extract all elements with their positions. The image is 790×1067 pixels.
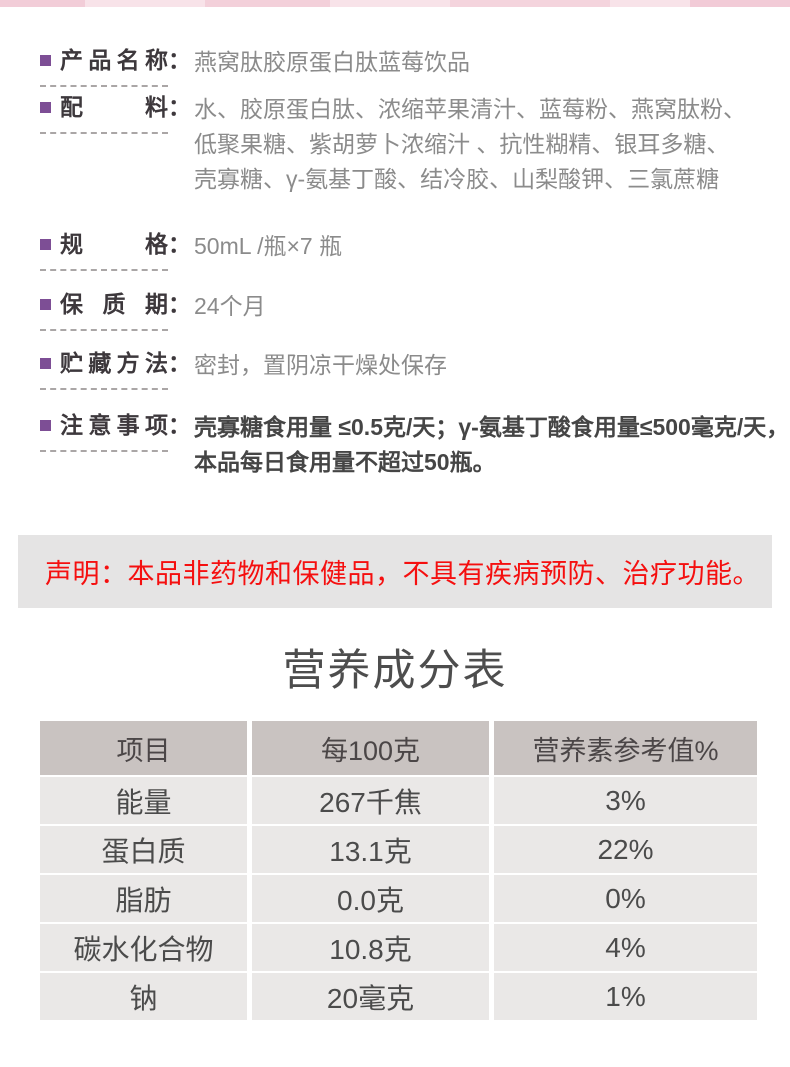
section-label: 注意事项 ：	[40, 410, 194, 452]
header-nrv: 营养素参考值%	[494, 721, 757, 775]
bullet-square-icon	[40, 55, 51, 66]
bullet-square-icon	[40, 358, 51, 369]
strip-segment	[0, 0, 85, 7]
cell-per100g: 13.1克	[252, 826, 489, 873]
table-row: 能量 267千焦 3%	[40, 777, 757, 824]
section-ingredients: 配料 ： 水、胶原蛋白肽、浓缩苹果清汁、蓝莓粉、燕窝肽粉、 低聚果糖、紫胡萝卜浓…	[40, 92, 746, 197]
cell-nrv: 0%	[494, 875, 757, 922]
section-product-name: 产品名称 ： 燕窝肽胶原蛋白肽蓝莓饮品	[40, 45, 470, 87]
label-underline: 配料	[40, 92, 168, 134]
label-colon: ：	[168, 350, 191, 376]
storage-value: 密封，置阴凉干燥处保存	[194, 352, 447, 378]
label-colon: ：	[168, 231, 191, 257]
label-ingredients: 配料	[60, 94, 168, 120]
table-row: 脂肪 0.0克 0%	[40, 875, 757, 922]
label-underline: 注意事项	[40, 410, 168, 452]
cell-per100g: 20毫克	[252, 973, 489, 1020]
table-header-row: 项目 每100克 营养素参考值%	[40, 721, 757, 775]
nutrition-table: 项目 每100克 营养素参考值% 能量 267千焦 3% 蛋白质 13.1克 2…	[40, 721, 757, 1022]
cell-per100g: 10.8克	[252, 924, 489, 971]
bullet-square-icon	[40, 299, 51, 310]
ingredients-value: 水、胶原蛋白肽、浓缩苹果清汁、蓝莓粉、燕窝肽粉、 低聚果糖、紫胡萝卜浓缩汁 、抗…	[194, 96, 746, 192]
disclaimer-banner: 声明：本品非药物和保健品，不具有疾病预防、治疗功能。	[18, 535, 772, 608]
label-colon: ：	[168, 291, 191, 317]
section-label: 贮藏方法 ：	[40, 348, 194, 390]
section-label: 产品名称 ：	[40, 45, 194, 87]
label-colon: ：	[168, 47, 191, 73]
disclaimer-text: 声明：本品非药物和保健品，不具有疾病预防、治疗功能。	[45, 559, 760, 589]
product-name-value: 燕窝肽胶原蛋白肽蓝莓饮品	[194, 49, 470, 75]
cell-item: 能量	[40, 777, 247, 824]
cell-item: 蛋白质	[40, 826, 247, 873]
cell-nrv: 3%	[494, 777, 757, 824]
label-shelf-life: 保质期	[60, 291, 168, 317]
label-colon: ：	[168, 412, 191, 438]
cell-nrv: 1%	[494, 973, 757, 1020]
label-underline: 产品名称	[40, 45, 168, 87]
section-label: 保质期 ：	[40, 289, 194, 331]
cell-item: 碳水化合物	[40, 924, 247, 971]
cell-per100g: 0.0克	[252, 875, 489, 922]
section-label: 规格 ：	[40, 229, 194, 271]
label-underline: 贮藏方法	[40, 348, 168, 390]
spec-value: 50mL /瓶×7 瓶	[194, 233, 343, 259]
label-underline: 规格	[40, 229, 168, 271]
strip-segment	[690, 0, 790, 7]
bullet-square-icon	[40, 239, 51, 250]
precautions-value: 壳寡糖食用量 ≤0.5克/天；γ-氨基丁酸食用量≤500毫克/天， 本品每日食用…	[194, 414, 790, 475]
table-row: 碳水化合物 10.8克 4%	[40, 924, 757, 971]
section-spec: 规格 ： 50mL /瓶×7 瓶	[40, 229, 342, 271]
label-product-name: 产品名称	[60, 47, 168, 73]
cell-nrv: 4%	[494, 924, 757, 971]
cell-per100g: 267千焦	[252, 777, 489, 824]
cell-item: 脂肪	[40, 875, 247, 922]
cell-item: 钠	[40, 973, 247, 1020]
strip-segment	[205, 0, 330, 7]
header-item: 项目	[40, 721, 247, 775]
nutrition-table-title: 营养成分表	[282, 647, 508, 695]
label-precautions: 注意事项	[60, 412, 168, 438]
table-row: 钠 20毫克 1%	[40, 973, 757, 1020]
label-spec: 规格	[60, 231, 168, 257]
header-per100g: 每100克	[252, 721, 489, 775]
bullet-square-icon	[40, 102, 51, 113]
section-label: 配料 ：	[40, 92, 194, 134]
label-storage: 贮藏方法	[60, 350, 168, 376]
table-row: 蛋白质 13.1克 22%	[40, 826, 757, 873]
section-precautions: 注意事项 ： 壳寡糖食用量 ≤0.5克/天；γ-氨基丁酸食用量≤500毫克/天，…	[40, 410, 789, 480]
label-underline: 保质期	[40, 289, 168, 331]
cell-nrv: 22%	[494, 826, 757, 873]
section-storage: 贮藏方法 ： 密封，置阴凉干燥处保存	[40, 348, 447, 390]
section-shelf-life: 保质期 ： 24个月	[40, 289, 266, 331]
label-colon: ：	[168, 94, 191, 120]
strip-segment	[450, 0, 610, 7]
top-decorative-strip	[0, 0, 790, 7]
bullet-square-icon	[40, 420, 51, 431]
shelf-life-value: 24个月	[194, 293, 266, 319]
